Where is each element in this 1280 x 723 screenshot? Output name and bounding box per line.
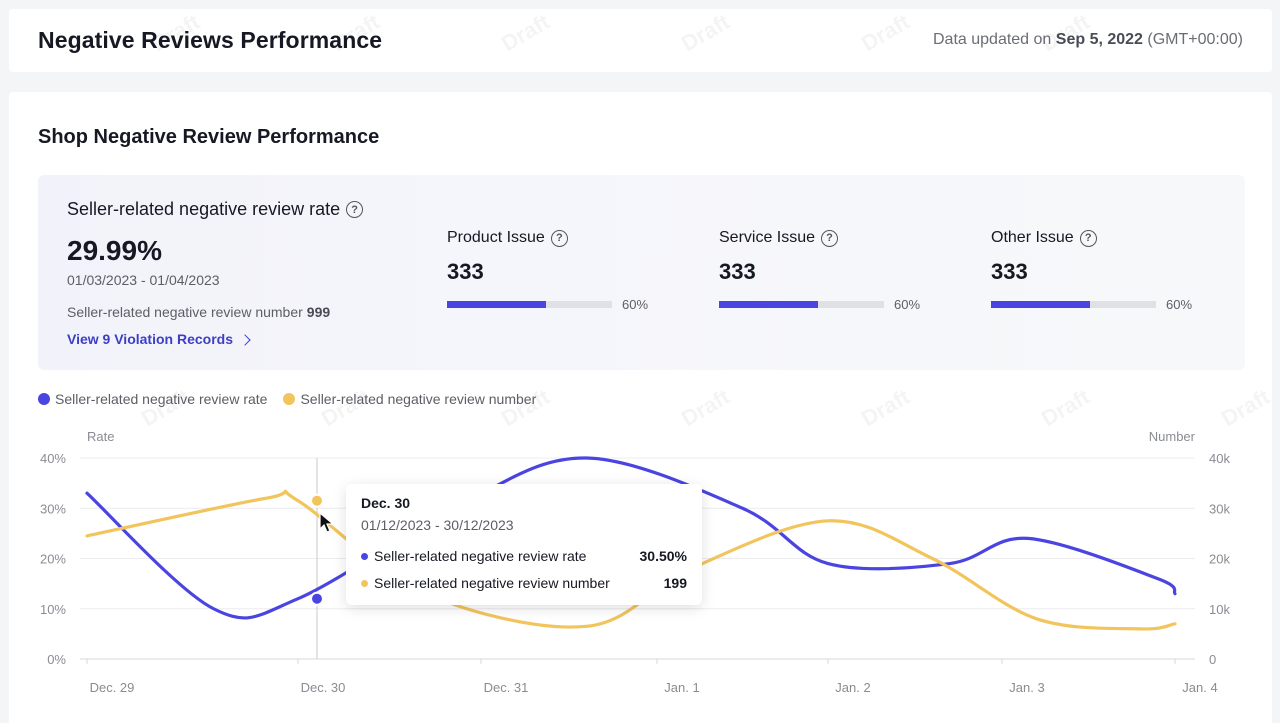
- right-tick-label: 20k: [1209, 552, 1230, 567]
- legend-dot-icon: [38, 393, 50, 405]
- x-tick-label: Dec. 30: [301, 680, 346, 695]
- date-range: 01/03/2023 - 01/04/2023: [67, 272, 220, 288]
- rate-label: Seller-related negative review rate ?: [67, 199, 364, 220]
- legend-item-number[interactable]: Seller-related negative review number: [283, 391, 536, 407]
- x-tick-label: Jan. 3: [1009, 680, 1044, 695]
- other-issue: Other Issue? 333 60%: [991, 229, 1193, 312]
- progress-bar: [719, 301, 884, 308]
- progress-bar: [991, 301, 1156, 308]
- progress-fill: [447, 301, 546, 308]
- rate-value: 29.99%: [67, 235, 162, 266]
- left-axis-title: Rate: [87, 429, 114, 444]
- tooltip-row: Seller-related negative review number 19…: [361, 575, 687, 591]
- left-tick-label: 30%: [40, 501, 66, 516]
- left-tick-label: 0%: [47, 652, 66, 667]
- right-tick-label: 30k: [1209, 501, 1230, 516]
- tooltip-title: Dec. 30: [361, 495, 411, 511]
- mouse-pointer-icon: [319, 512, 335, 533]
- help-icon[interactable]: ?: [821, 229, 839, 247]
- progress-fill: [991, 301, 1090, 308]
- product-issue: Product Issue? 333 60%: [447, 229, 649, 312]
- tooltip-range: 01/12/2023 - 30/12/2023: [361, 517, 514, 533]
- x-tick-label: Jan. 1: [664, 680, 699, 695]
- left-tick-label: 40%: [40, 451, 66, 466]
- help-icon[interactable]: ?: [550, 229, 568, 247]
- updated-date: Sep 5, 2022: [1055, 31, 1143, 48]
- negative-review-number: Seller-related negative review number 999: [67, 304, 331, 320]
- chart-legend: Seller-related negative review rate Sell…: [38, 391, 536, 407]
- view-violation-records-link[interactable]: View 9 Violation Records: [67, 331, 251, 347]
- right-tick-label: 0: [1209, 652, 1216, 667]
- header-card: Negative Reviews Performance Data update…: [9, 9, 1272, 72]
- tooltip-row: Seller-related negative review rate 30.5…: [361, 548, 687, 564]
- performance-card: Shop Negative Review Performance Seller-…: [9, 92, 1272, 723]
- page-title: Negative Reviews Performance: [38, 27, 383, 53]
- right-tick-label: 40k: [1209, 451, 1230, 466]
- x-tick-label: Jan. 4: [1182, 680, 1217, 695]
- chart-tooltip: Dec. 30 01/12/2023 - 30/12/2023 Seller-r…: [346, 484, 702, 605]
- progress-bar: [447, 301, 612, 308]
- left-tick-label: 20%: [40, 552, 66, 567]
- right-tick-label: 10k: [1209, 602, 1230, 617]
- help-icon[interactable]: ?: [346, 201, 364, 218]
- series-dot-icon: [361, 579, 368, 587]
- number-hover-point: [310, 493, 324, 508]
- progress-fill: [719, 301, 818, 308]
- x-tick-label: Dec. 29: [90, 680, 135, 695]
- summary-panel: Seller-related negative review rate ? 29…: [38, 175, 1245, 370]
- service-issue: Service Issue? 333 60%: [719, 229, 921, 312]
- help-icon[interactable]: ?: [1079, 229, 1097, 247]
- rate-hover-point: [310, 591, 324, 606]
- legend-dot-icon: [283, 393, 296, 405]
- legend-item-rate[interactable]: Seller-related negative review rate: [38, 391, 267, 407]
- x-tick-label: Jan. 2: [835, 680, 870, 695]
- series-dot-icon: [361, 552, 368, 560]
- right-axis-title: Number: [1149, 429, 1196, 444]
- data-updated-text: Data updated on Sep 5, 2022 (GMT+00:00): [933, 31, 1243, 48]
- left-tick-label: 10%: [40, 602, 66, 617]
- section-title: Shop Negative Review Performance: [38, 126, 380, 148]
- x-tick-label: Dec. 31: [484, 680, 529, 695]
